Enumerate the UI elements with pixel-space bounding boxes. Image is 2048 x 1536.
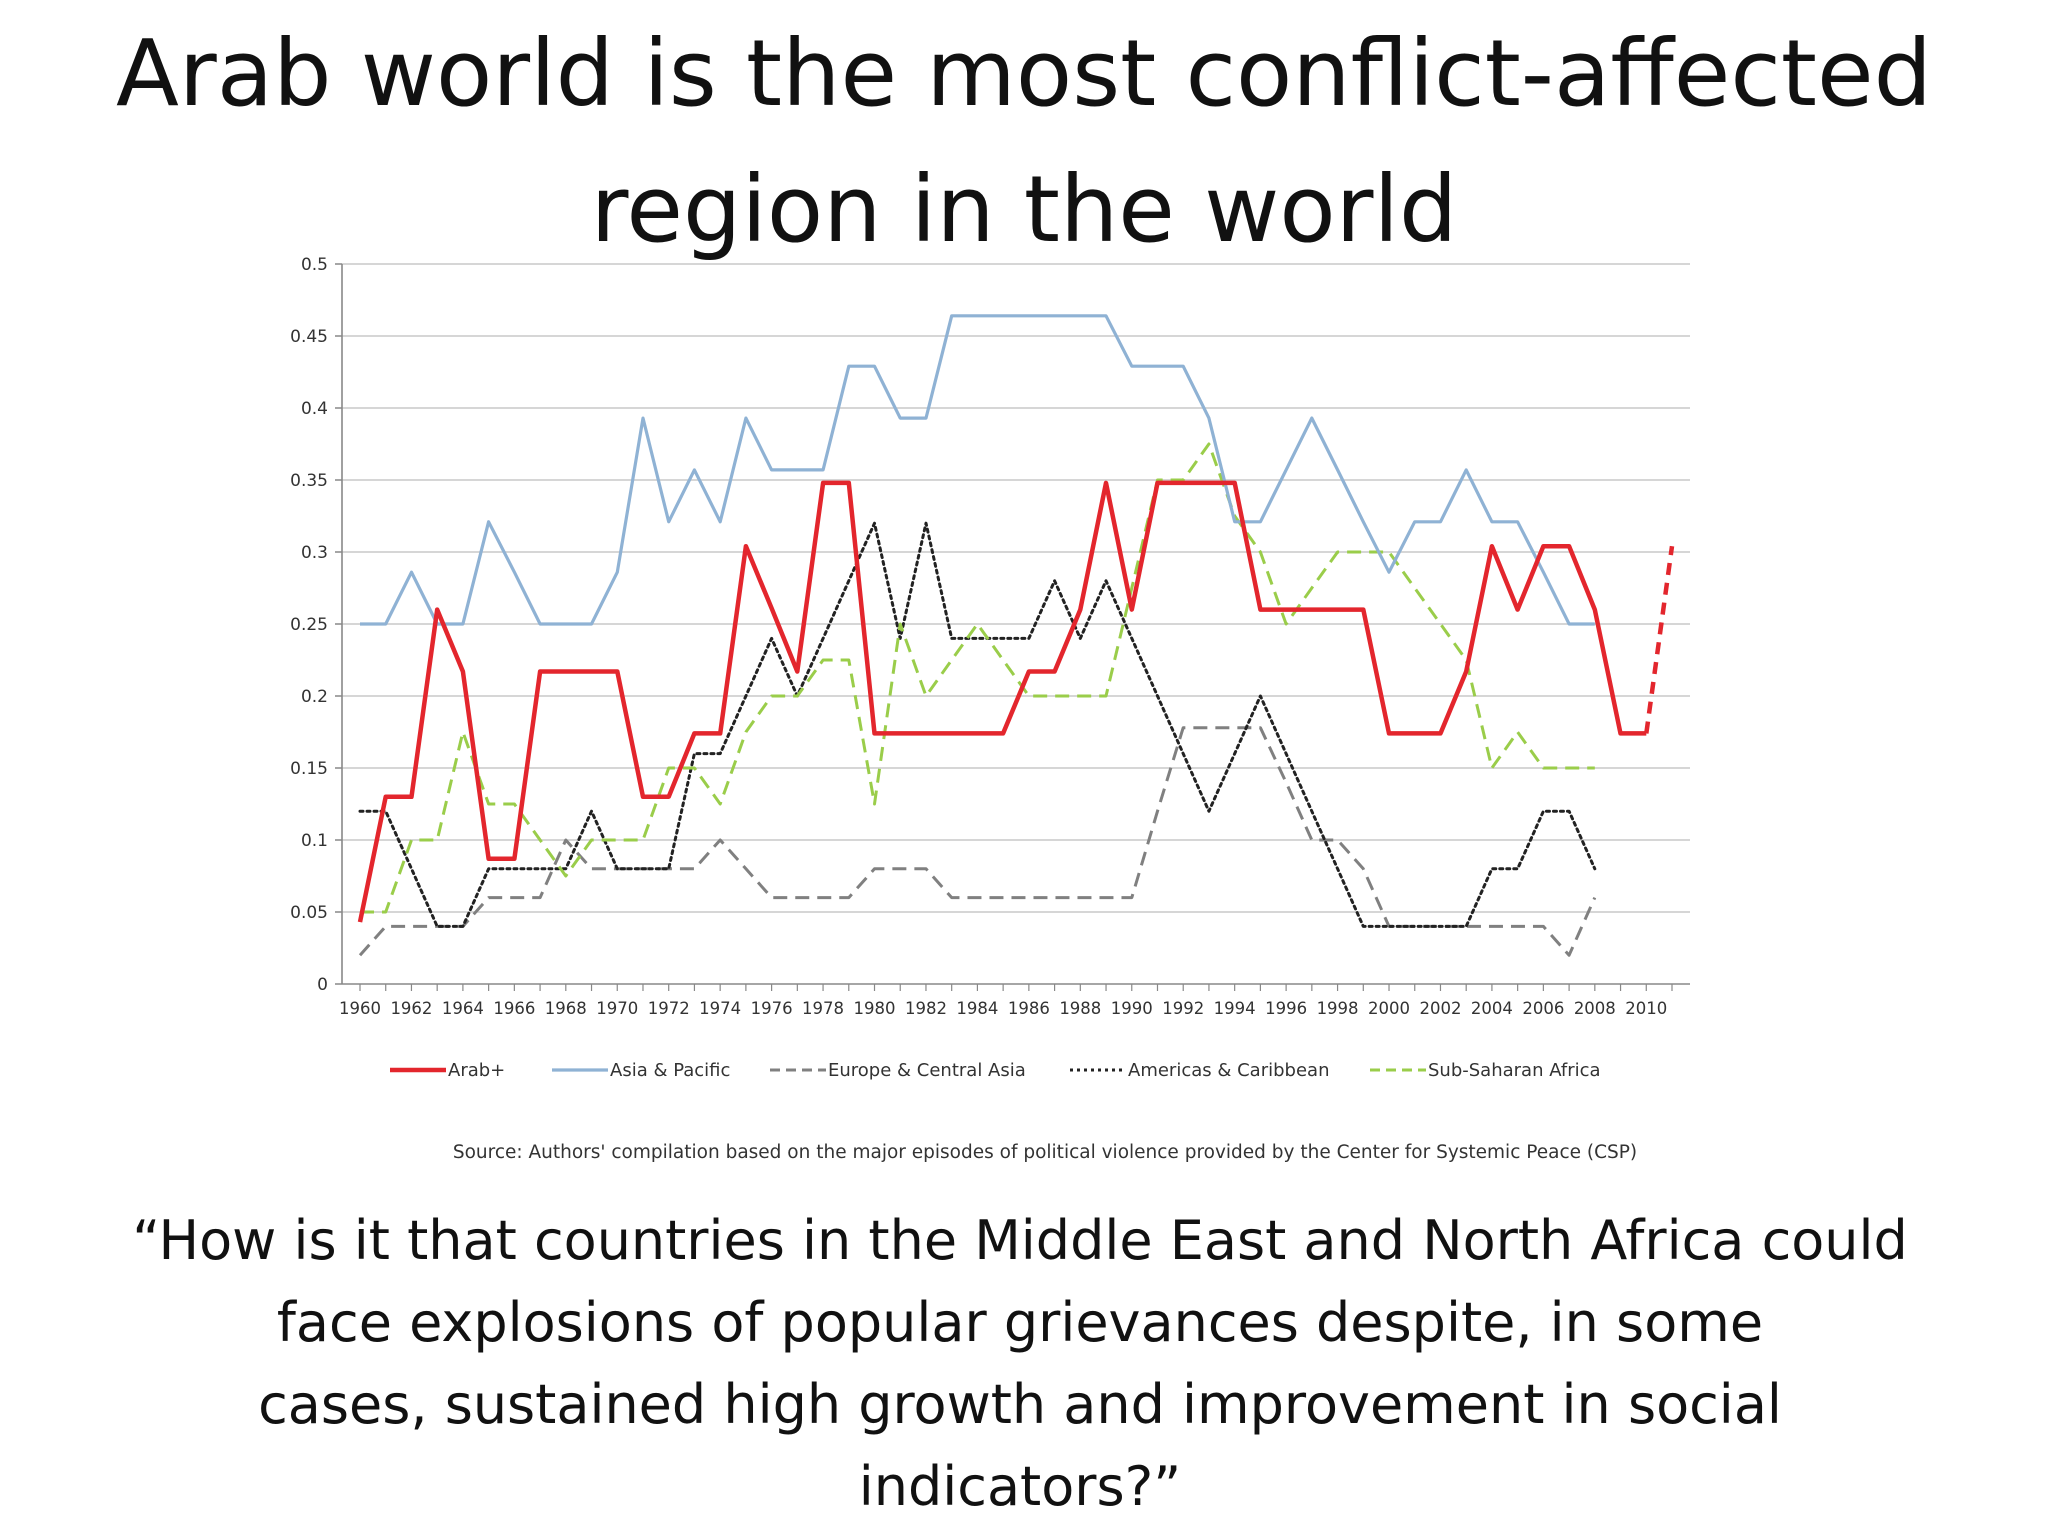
series-projection-arab (1644, 545, 1675, 734)
x-tick-label: 2010 (1625, 999, 1667, 1018)
legend-label: Arab+ (448, 1060, 505, 1081)
quote-line-4: indicators?” (858, 1455, 1182, 1518)
x-tick-label: 1990 (1111, 999, 1153, 1018)
quote-line-1: “How is it that countries in the Middle … (132, 1209, 1908, 1272)
legend: Arab+ Asia & Pacific Europe & Central Asia… (390, 1060, 1601, 1081)
axes: 0 0.05 0.1 0.15 0.2 0.25 0.3 0.35 0.4 0.45 0.5 1960… (290, 255, 1690, 1018)
legend-label: Sub-Saharan Africa (1428, 1060, 1601, 1081)
x-tick-label: 1964 (442, 999, 484, 1018)
x-tick-label: 1962 (390, 999, 432, 1018)
title-line-2: region in the world (590, 156, 1458, 263)
x-tick-label: 1998 (1317, 999, 1359, 1018)
slide-title: Arab world is the most conflict-affected… (0, 6, 2048, 278)
x-tick-label: 1988 (1059, 999, 1101, 1018)
y-tick-label: 0.35 (290, 471, 328, 491)
x-tick-label: 1970 (596, 999, 638, 1018)
title-line-1: Arab world is the most conflict-affected (115, 20, 1932, 127)
x-tick-label: 1994 (1214, 999, 1256, 1018)
legend-label: Europe & Central Asia (828, 1060, 1026, 1081)
y-tick-label: 0.1 (301, 831, 328, 851)
x-tick-label: 1972 (648, 999, 690, 1018)
x-tick-label: 1978 (802, 999, 844, 1018)
x-tick-label: 1974 (699, 999, 741, 1018)
series-line-sub-saharan-africa (360, 442, 1595, 914)
y-tick-label: 0.2 (301, 687, 328, 707)
x-tick-label: 1976 (751, 999, 793, 1018)
quote: “How is it that countries in the Middle … (60, 1200, 1980, 1528)
x-tick-label: 1984 (956, 999, 998, 1018)
y-tick-label: 0.25 (290, 615, 328, 635)
x-tick-label: 1996 (1265, 999, 1307, 1018)
series-line-asia-pacific (360, 314, 1595, 626)
x-tick-label: 1992 (1162, 999, 1204, 1018)
series-line-americas-caribbean (358, 521, 1597, 928)
y-tick-label: 0.5 (301, 255, 328, 275)
legend-label: Americas & Caribbean (1128, 1060, 1329, 1081)
x-tick-label: 1982 (905, 999, 947, 1018)
source-note: Source: Authors' compilation based on th… (453, 1142, 1637, 1163)
x-tick-label: 2002 (1419, 999, 1461, 1018)
y-tick-label: 0.05 (290, 903, 328, 923)
x-tick-label: 1980 (854, 999, 896, 1018)
x-tick-label: 2000 (1368, 999, 1410, 1018)
y-tick-label: 0.15 (290, 759, 328, 779)
x-tick-label: 2008 (1574, 999, 1616, 1018)
gridlines (342, 263, 1690, 913)
y-tick-label: 0 (317, 975, 328, 995)
x-tick-label: 1986 (1008, 999, 1050, 1018)
series-line-arab (357, 480, 1647, 923)
y-tick-label: 0.45 (290, 327, 328, 347)
y-tick-label: 0.4 (301, 399, 328, 419)
series-line-europe-central-asia (358, 726, 1597, 957)
x-tick-label: 2006 (1522, 999, 1564, 1018)
series-lines (357, 314, 1675, 957)
x-tick-label: 1966 (493, 999, 535, 1018)
y-tick-label: 0.3 (301, 543, 328, 563)
quote-line-2: face explosions of popular grievances de… (276, 1291, 1764, 1354)
x-tick-label: 1960 (339, 999, 381, 1018)
x-tick-label: 2004 (1471, 999, 1513, 1018)
legend-label: Asia & Pacific (610, 1060, 730, 1081)
quote-line-3: cases, sustained high growth and improve… (258, 1373, 1782, 1436)
x-tick-label: 1968 (545, 999, 587, 1018)
